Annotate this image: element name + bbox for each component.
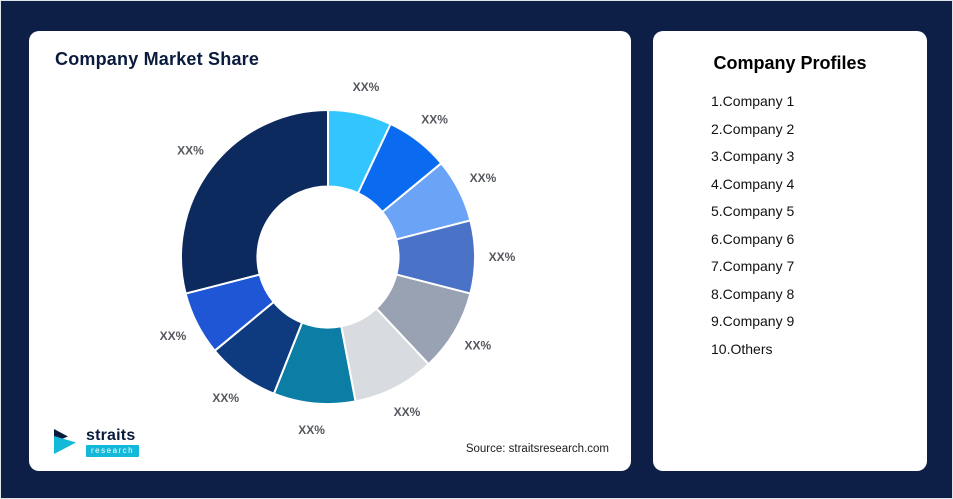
market-share-card: Company Market Share XX% XX% XX% XX% XX% XX% X… [29,31,631,471]
segment-value-label: XX% [470,171,497,185]
segment-value-label: XX% [464,339,491,353]
donut-chart-svg: XX% XX% XX% XX% XX% XX% XX% XX% XX% XX% [160,80,516,437]
company-profiles-title: Company Profiles [713,53,867,73]
profile-list-item: 4.Company 4 [711,175,795,192]
segment-value-label: XX% [394,405,421,419]
profile-list-item: 10.Others [711,340,773,357]
straits-logo-text: straits research [86,426,140,457]
donut-chart: XX% XX% XX% XX% XX% XX% XX% XX% XX% XX% [29,31,631,471]
straits-logo: straits research [51,426,140,457]
segment-value-label: XX% [160,329,187,343]
profile-list-item: 8.Company 8 [711,285,795,302]
profile-list-item: 2.Company 2 [711,120,795,137]
profile-list-item: 9.Company 9 [711,313,795,329]
market-share-title: Company Market Share [55,49,260,69]
profile-list-item: 1.Company 1 [711,93,795,109]
profile-list-item: 5.Company 5 [711,203,795,219]
segment-value-label: XX% [353,80,380,94]
profile-list-item: 3.Company 3 [711,148,795,164]
segment-value-label: XX% [489,250,516,264]
segment-value-label: XX% [298,423,325,437]
profile-list-item: 7.Company 7 [711,258,795,274]
segment-value-label: XX% [212,391,239,405]
logo-brand-text: straits [86,426,136,444]
profile-list-item: 6.Company 6 [711,230,795,247]
segment-value-label: XX% [177,143,204,157]
segment-value-label: XX% [421,113,448,127]
donut-segment [180,109,329,295]
company-profiles-list: 1.Company 1 2.Company 2 3.Company 3 4.Co… [653,92,927,358]
logo-sub-text: research [86,444,140,457]
company-profiles-card: Company Profiles 1.Company 1 2.Company 2… [653,31,927,471]
straits-logo-icon [54,429,76,454]
source-attribution: Source: straitsresearch.com [465,443,609,455]
